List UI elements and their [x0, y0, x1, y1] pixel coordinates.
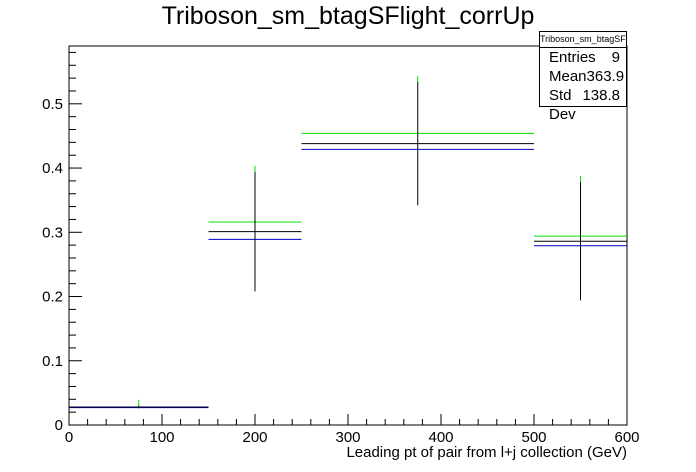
x-tick-label: 600 [614, 429, 639, 446]
x-tick-label: 100 [149, 429, 174, 446]
x-tick-label: 200 [242, 429, 267, 446]
stats-stddev-value: 138.8 [582, 87, 620, 104]
stats-box-name: Triboson_sm_btagSFlight_corrUp [540, 32, 626, 48]
chart-title: Triboson_sm_btagSFlight_corrUp [161, 2, 535, 30]
y-tick-label: 0.2 [42, 289, 63, 306]
stats-row-mean: Mean 363.9 [540, 67, 626, 86]
stats-box: Triboson_sm_btagSFlight_corrUp Entries 9… [539, 31, 627, 123]
stats-entries-value: 9 [611, 49, 620, 66]
y-tick-label: 0.5 [42, 96, 63, 113]
x-axis-label: Leading pt of pair from l+j collection (… [346, 444, 627, 461]
y-tick-label: 0 [55, 417, 63, 434]
stats-mean-label: Mean [549, 68, 587, 85]
y-tick-label: 0.4 [42, 160, 63, 177]
stats-row-stddev: Std Dev 138.8 [540, 86, 626, 123]
stats-row-entries: Entries 9 [540, 48, 626, 67]
x-tick-label: 300 [335, 429, 360, 446]
x-tick-label: 0 [65, 429, 73, 446]
stats-entries-label: Entries [549, 49, 596, 66]
stats-mean-value: 363.9 [586, 68, 625, 85]
x-tick-label: 400 [428, 429, 453, 446]
stats-stddev-label: Std Dev [549, 87, 576, 123]
y-tick-label: 0.1 [42, 353, 63, 370]
y-tick-label: 0.3 [42, 224, 63, 241]
x-tick-label: 500 [521, 429, 546, 446]
